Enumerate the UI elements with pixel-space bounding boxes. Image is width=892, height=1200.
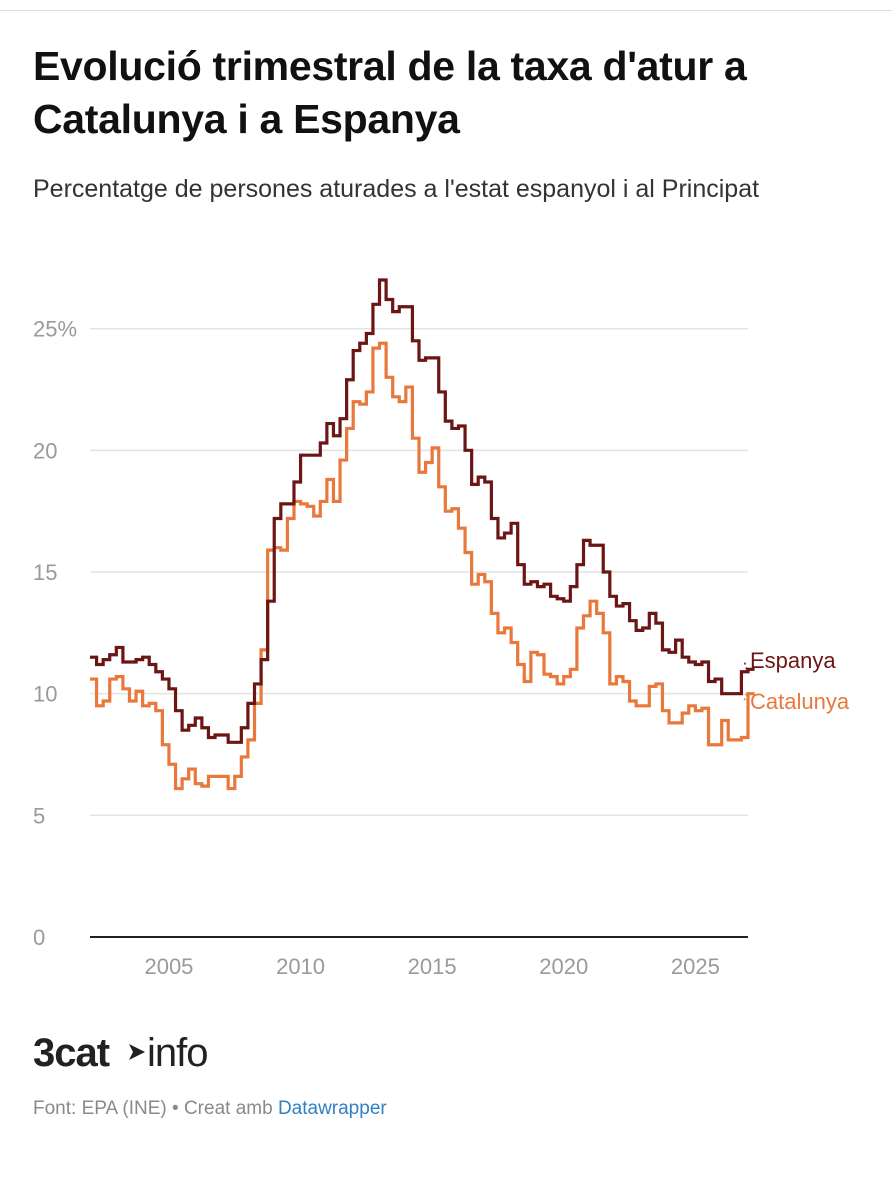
y-tick-label-15: 15	[33, 560, 57, 585]
y-axis-tick-labels: 0 5 10 15 20 25%	[33, 317, 77, 950]
series-lines	[90, 278, 755, 791]
source-text: Font: EPA (INE) • Creat amb	[33, 1098, 273, 1119]
series-label-catalunya: Catalunya	[750, 689, 850, 714]
y-tick-label-10: 10	[33, 682, 57, 707]
x-tick-label-2020: 2020	[539, 954, 588, 979]
y-tick-label-25: 25%	[33, 317, 77, 342]
x-axis-tick-labels: 2005 2010 2015 2020 2025	[144, 954, 719, 979]
svg-text:info: info	[147, 1031, 208, 1074]
x-tick-label-2005: 2005	[144, 954, 193, 979]
leader-espanya	[743, 659, 748, 670]
y-tick-label-5: 5	[33, 803, 45, 828]
series-line-espanya	[90, 278, 755, 744]
series-label-espanya: Espanya	[750, 648, 836, 673]
chart-title: Evolució trimestral de la taxa d'atur a …	[33, 43, 747, 142]
3cat-info-logo-mark: 3cat info	[33, 1031, 209, 1074]
y-tick-label-20: 20	[33, 438, 57, 463]
x-tick-label-2010: 2010	[276, 954, 325, 979]
unemployment-line-chart: 0 5 10 15 20 25% 2005 2010 2015 2020 2025 Espanya…	[33, 278, 850, 979]
3cat-info-logo: 3cat info	[33, 1030, 215, 1074]
x-tick-label-2015: 2015	[408, 954, 457, 979]
x-tick-label-2025: 2025	[671, 954, 720, 979]
top-divider	[0, 10, 892, 11]
datawrapper-link[interactable]: Datawrapper	[277, 1098, 387, 1119]
series-line-catalunya	[90, 341, 755, 791]
chart-subtitle: Percentatge de persones aturades a l'est…	[33, 175, 760, 203]
series-labels: Espanya Catalunya	[743, 648, 850, 714]
svg-text:3cat: 3cat	[33, 1031, 110, 1074]
gridlines	[90, 327, 748, 817]
source-footer: Font: EPA (INE) • Creat amb Datawrapper	[33, 1098, 387, 1120]
y-tick-label-0: 0	[33, 925, 45, 950]
leader-catalunya	[743, 693, 748, 702]
